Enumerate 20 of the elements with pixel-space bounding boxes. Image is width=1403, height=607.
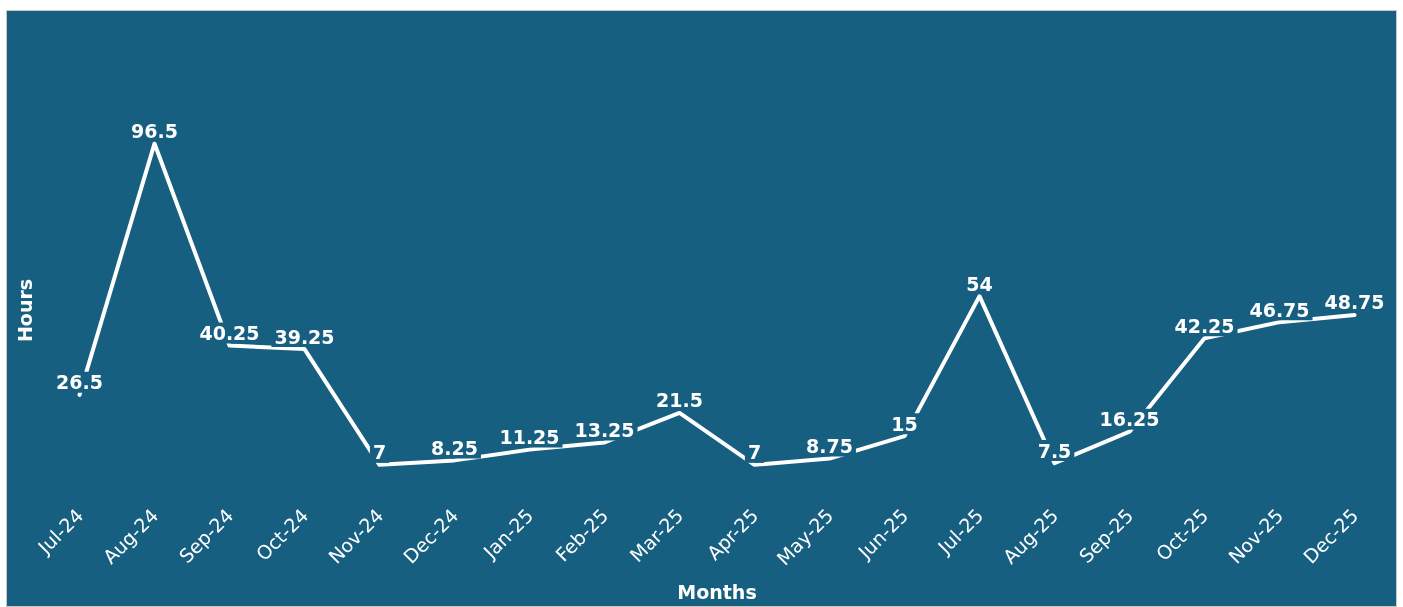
data-label: 46.75 (1249, 298, 1310, 321)
data-label: 21.5 (656, 389, 703, 412)
data-label: 7 (372, 441, 387, 464)
x-axis-title: Months (677, 580, 757, 603)
data-label: 54 (966, 272, 993, 295)
data-label: 96.5 (131, 120, 178, 143)
data-label: 48.75 (1324, 291, 1385, 314)
data-label: 15 (891, 412, 918, 435)
data-label: 16.25 (1099, 408, 1160, 431)
data-label: 42.25 (1174, 314, 1235, 337)
data-label: 7.5 (1037, 439, 1072, 462)
data-label: 13.25 (574, 418, 635, 441)
data-label: 8.25 (431, 436, 478, 459)
data-label: 7 (747, 441, 762, 464)
data-label: 40.25 (199, 322, 260, 344)
data-label: 8.75 (806, 435, 853, 458)
data-label: 39.25 (274, 325, 335, 348)
data-label: 26.5 (56, 371, 103, 394)
y-axis-title: Hours (13, 278, 36, 343)
data-label: 11.25 (499, 426, 560, 449)
